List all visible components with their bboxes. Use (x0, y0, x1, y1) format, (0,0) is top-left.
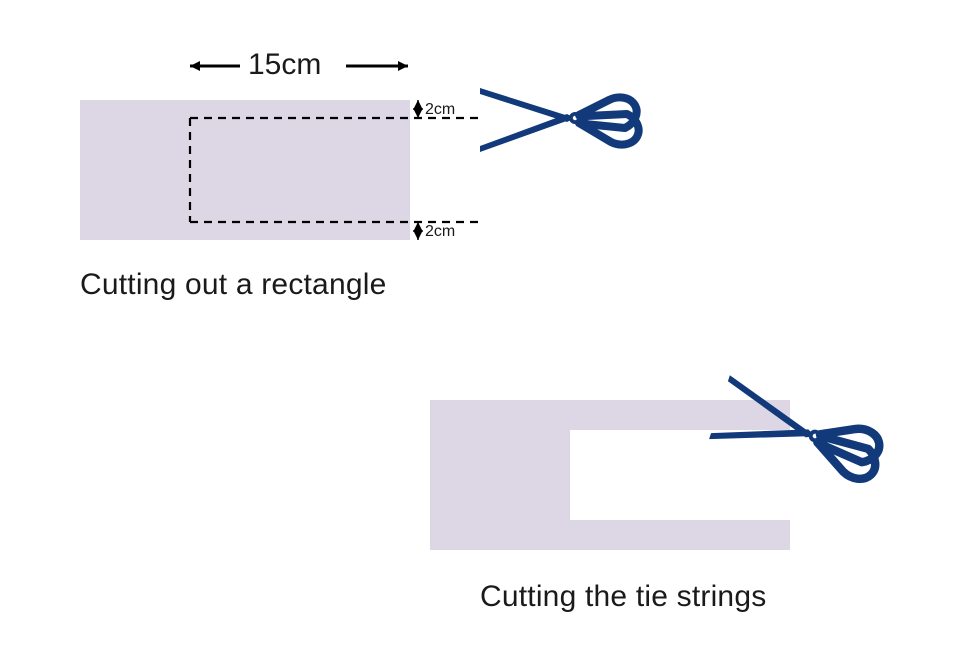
fabric-panel-2 (430, 400, 790, 550)
edge-dimension-top: 2cm (425, 101, 455, 119)
width-dimension-label: 15cm (248, 48, 321, 82)
scissors-icon-1 (480, 57, 639, 152)
caption-panel-1: Cutting out a rectangle (80, 268, 386, 302)
diagram-stage (0, 0, 960, 640)
caption-panel-2: Cutting the tie strings (480, 580, 766, 614)
fabric-panel-1 (80, 100, 410, 240)
edge-dimension-bottom: 2cm (425, 223, 455, 241)
diagram-svg (0, 0, 960, 640)
